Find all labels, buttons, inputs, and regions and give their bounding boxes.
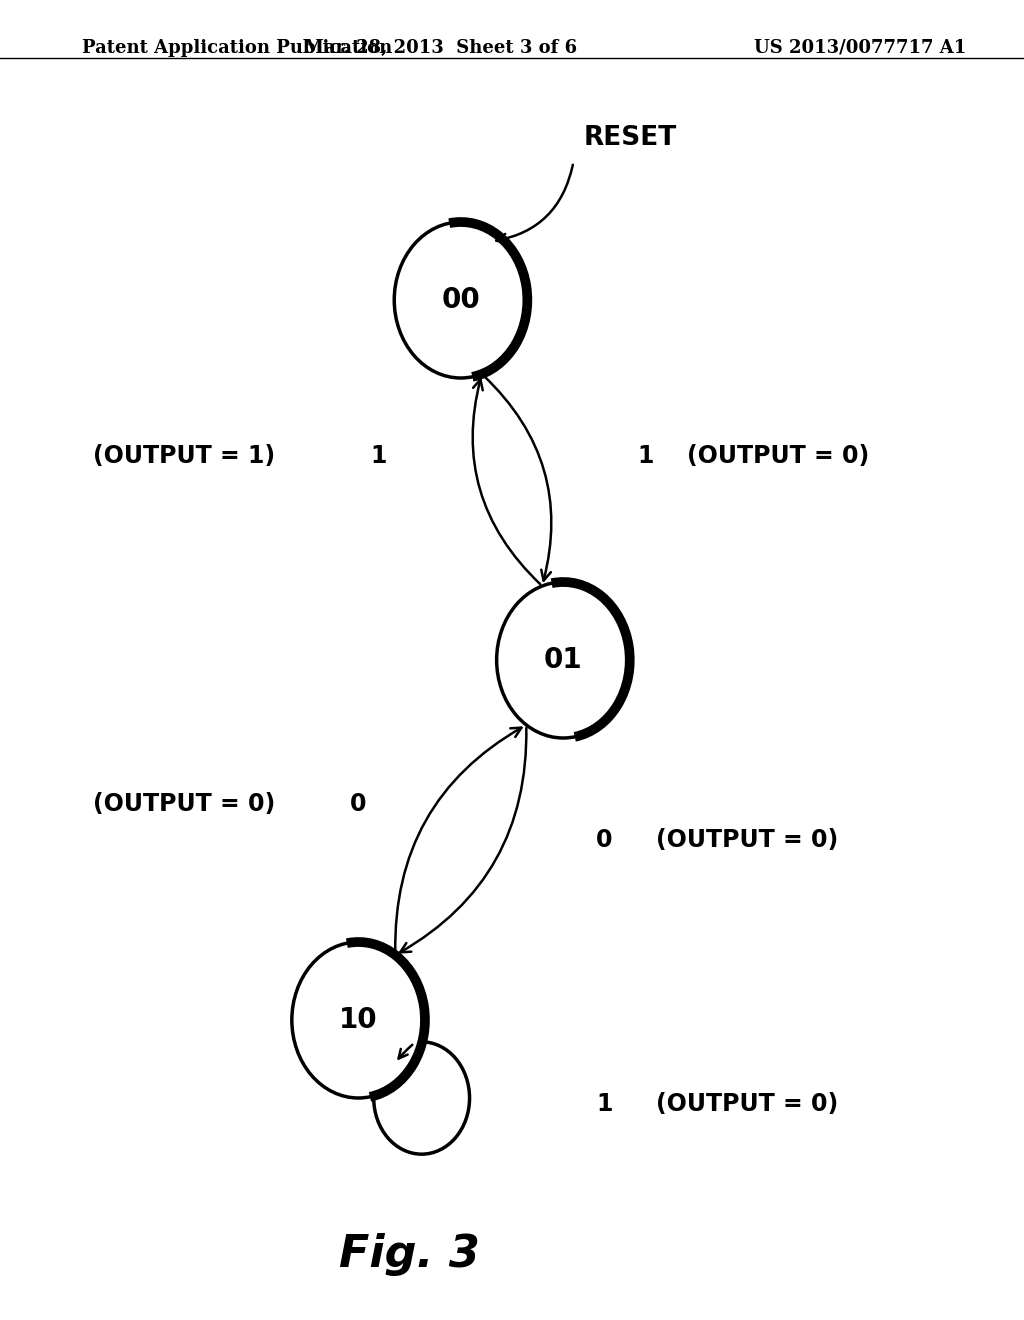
- Text: (OUTPUT = 0): (OUTPUT = 0): [656, 828, 839, 851]
- Text: Patent Application Publication: Patent Application Publication: [82, 38, 392, 57]
- Text: US 2013/0077717 A1: US 2013/0077717 A1: [754, 38, 967, 57]
- Text: (OUTPUT = 0): (OUTPUT = 0): [656, 1092, 839, 1115]
- FancyArrowPatch shape: [484, 376, 551, 581]
- Text: (OUTPUT = 0): (OUTPUT = 0): [93, 792, 275, 816]
- Circle shape: [394, 222, 527, 378]
- FancyArrowPatch shape: [398, 1044, 413, 1059]
- Circle shape: [374, 1041, 470, 1154]
- Text: (OUTPUT = 1): (OUTPUT = 1): [93, 444, 275, 469]
- Text: 00: 00: [441, 286, 480, 314]
- Circle shape: [497, 582, 630, 738]
- Circle shape: [292, 942, 425, 1098]
- Text: 1: 1: [596, 1092, 612, 1115]
- Text: 1: 1: [637, 444, 653, 469]
- Text: 1: 1: [371, 444, 387, 469]
- Text: RESET: RESET: [584, 125, 677, 150]
- Text: 01: 01: [544, 645, 583, 675]
- Text: Fig. 3: Fig. 3: [339, 1233, 480, 1275]
- FancyArrowPatch shape: [497, 165, 572, 244]
- FancyArrowPatch shape: [395, 727, 521, 952]
- Text: 10: 10: [339, 1006, 378, 1034]
- Text: (OUTPUT = 0): (OUTPUT = 0): [687, 444, 869, 469]
- FancyArrowPatch shape: [473, 379, 540, 583]
- Text: 0: 0: [596, 828, 612, 851]
- Text: Mar. 28, 2013  Sheet 3 of 6: Mar. 28, 2013 Sheet 3 of 6: [304, 38, 577, 57]
- FancyArrowPatch shape: [400, 727, 526, 952]
- Text: 0: 0: [350, 792, 367, 816]
